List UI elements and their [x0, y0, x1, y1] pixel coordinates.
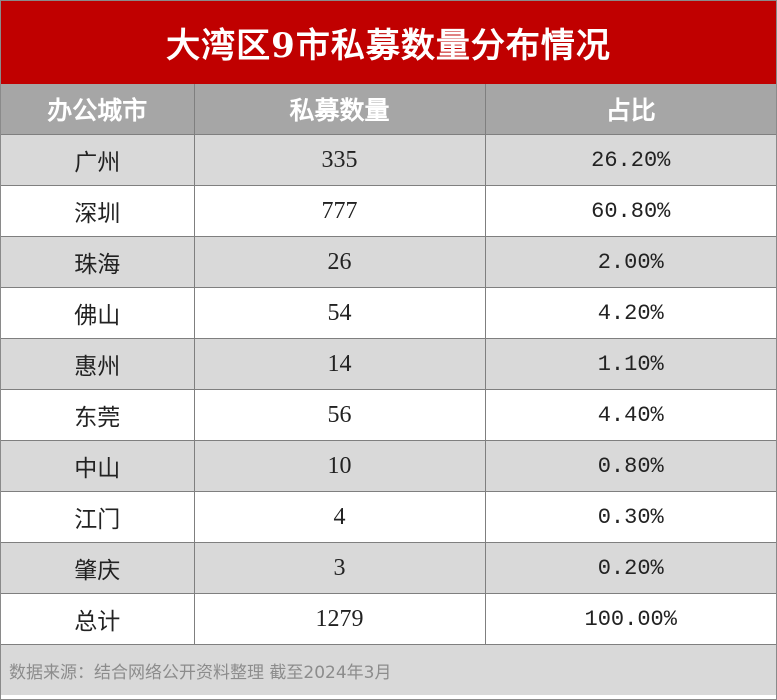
table-row: 珠海 26 2.00%	[1, 236, 776, 288]
cell-city: 广州	[1, 134, 195, 186]
cell-count: 56	[194, 389, 486, 441]
cell-city: 佛山	[1, 287, 195, 339]
table-row: 中山 10 0.80%	[1, 440, 776, 492]
cell-city: 肇庆	[1, 542, 195, 594]
cell-share: 26.20%	[485, 134, 776, 186]
cell-count: 3	[194, 542, 486, 594]
cell-count: 10	[194, 440, 486, 492]
cell-share: 60.80%	[485, 185, 776, 237]
cell-count: 777	[194, 185, 486, 237]
column-header-city: 办公城市	[1, 84, 195, 135]
cell-city: 总计	[1, 593, 195, 645]
cell-count: 1279	[194, 593, 486, 645]
table-row: 广州 335 26.20%	[1, 134, 776, 186]
cell-city: 珠海	[1, 236, 195, 288]
cell-count: 4	[194, 491, 486, 543]
cell-city: 中山	[1, 440, 195, 492]
cell-share: 2.00%	[485, 236, 776, 288]
source-note: 数据来源：结合网络公开资料整理 截至2024年3月	[1, 645, 776, 695]
cell-share: 0.80%	[485, 440, 776, 492]
column-header-count: 私募数量	[194, 84, 486, 135]
cell-share: 4.40%	[485, 389, 776, 441]
cell-city: 深圳	[1, 185, 195, 237]
table-body: 广州 335 26.20% 深圳 777 60.80% 珠海 26 2.00% 佛山 54 4.20%…	[1, 134, 776, 645]
cell-city: 东莞	[1, 389, 195, 441]
cell-count: 335	[194, 134, 486, 186]
cell-count: 54	[194, 287, 486, 339]
cell-share: 0.30%	[485, 491, 776, 543]
table-row: 佛山 54 4.20%	[1, 287, 776, 339]
table-row: 总计 1279 100.00%	[1, 593, 776, 645]
cell-city: 江门	[1, 491, 195, 543]
cell-share: 4.20%	[485, 287, 776, 339]
cell-city: 惠州	[1, 338, 195, 390]
table-row: 惠州 14 1.10%	[1, 338, 776, 390]
cell-share: 1.10%	[485, 338, 776, 390]
cell-share: 100.00%	[485, 593, 776, 645]
data-table: 办公城市 私募数量 占比 广州 335 26.20% 深圳 777 60.80% 珠海 26 2…	[1, 84, 776, 645]
chart-title: 大湾区9市私募数量分布情况	[1, 1, 776, 84]
table-row: 江门 4 0.30%	[1, 491, 776, 543]
column-header-share: 占比	[485, 84, 776, 135]
table-row: 东莞 56 4.40%	[1, 389, 776, 441]
header-row: 办公城市 私募数量 占比	[1, 84, 776, 135]
table-row: 肇庆 3 0.20%	[1, 542, 776, 594]
cell-share: 0.20%	[485, 542, 776, 594]
cell-count: 14	[194, 338, 486, 390]
cell-count: 26	[194, 236, 486, 288]
table-row: 深圳 777 60.80%	[1, 185, 776, 237]
